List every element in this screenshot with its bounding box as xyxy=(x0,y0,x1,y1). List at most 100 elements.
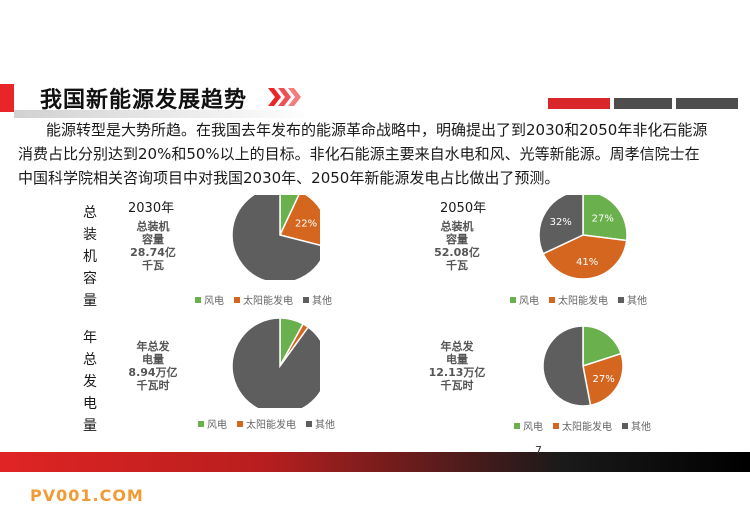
row-label-char: 发 xyxy=(83,374,97,390)
pie-data-label: 27% xyxy=(593,374,615,385)
legend-item-solar: 太阳能发电 xyxy=(553,418,612,433)
pie-slice-wind xyxy=(582,195,628,242)
pie-chart-generation-2030 xyxy=(200,318,320,408)
pie-chart-capacity-2050: 27% 41% 32% xyxy=(535,195,635,285)
legend-item-other: 其他 xyxy=(622,418,651,433)
year-label: 2050年 xyxy=(440,201,487,216)
legend-item-solar: 太阳能发电 xyxy=(234,292,293,307)
chart-center-label: 总装机 容量 28.74亿 千瓦 xyxy=(118,220,188,272)
legend-label: 太阳能发电 xyxy=(246,420,296,431)
pie-slice-other xyxy=(231,195,320,280)
legend-item-wind: 风电 xyxy=(514,418,543,433)
legend-swatch xyxy=(549,296,555,303)
legend-swatch xyxy=(622,422,628,429)
legend-label: 风电 xyxy=(519,296,539,307)
title-accent-bar xyxy=(0,84,14,112)
center-label-line: 总装机 xyxy=(440,220,474,233)
center-label-line: 电量 xyxy=(142,353,164,366)
legend-swatch xyxy=(303,296,309,303)
header-tab-gray xyxy=(676,98,738,109)
legend-label: 其他 xyxy=(631,422,651,433)
center-label-line: 容量 xyxy=(446,233,468,246)
legend-swatch xyxy=(195,296,201,303)
legend-swatch xyxy=(306,420,312,427)
chevron-arrows-icon xyxy=(268,88,301,106)
chart-center-label: 总装机 容量 52.08亿 千瓦 xyxy=(422,220,492,272)
chart-legend: 风电 太阳能发电 其他 xyxy=(198,416,335,431)
page-title: 我国新能源发展趋势 xyxy=(40,88,248,113)
legend-label: 其他 xyxy=(312,296,332,307)
paragraph-line: 中国科学院相关咨询项目中对我国2030年、2050年新能源发电占比做出了预测。 xyxy=(18,169,560,187)
chart-legend: 风电 太阳能发电 其他 xyxy=(510,292,647,307)
year-label: 2030年 xyxy=(128,201,175,216)
header-tab-red xyxy=(548,98,610,109)
footer-bar xyxy=(0,452,750,472)
legend-item-other: 其他 xyxy=(618,292,647,307)
pie-svg: 27% 41% 32% xyxy=(538,195,628,280)
legend-label: 太阳能发电 xyxy=(243,296,293,307)
intro-paragraph: 能源转型是大势所趋。在我国去年发布的能源革命战略中，明确提出了到2030和205… xyxy=(18,118,738,190)
watermark: PV001.COM xyxy=(30,486,144,505)
legend-label: 太阳能发电 xyxy=(562,422,612,433)
chart-legend: 风电 太阳能发电 其他 xyxy=(514,418,651,433)
legend-label: 风电 xyxy=(523,422,543,433)
legend-swatch xyxy=(514,422,520,429)
pie-data-label: 27% xyxy=(592,214,614,225)
center-label-line: 容量 xyxy=(142,233,164,246)
legend-label: 风电 xyxy=(207,420,227,431)
legend-swatch xyxy=(618,296,624,303)
center-label-line: 8.94万亿 xyxy=(128,366,178,379)
row-label-char: 容 xyxy=(83,271,97,287)
pie-slice-other xyxy=(542,325,592,407)
row-label-char: 年 xyxy=(83,330,97,346)
legend-item-other: 其他 xyxy=(303,292,332,307)
center-label-line: 电量 xyxy=(446,353,468,366)
chart-center-label: 年总发 电量 12.13万亿 千瓦时 xyxy=(422,340,492,392)
legend-item-other: 其他 xyxy=(306,416,335,431)
chart-legend: 风电 太阳能发电 其他 xyxy=(195,292,332,307)
legend-swatch xyxy=(237,420,243,427)
legend-item-wind: 风电 xyxy=(195,292,224,307)
pie-slice-solar xyxy=(582,352,624,407)
legend-swatch xyxy=(234,296,240,303)
row-label-char: 总 xyxy=(83,205,97,221)
title-underline-shadow xyxy=(14,110,314,118)
legend-swatch xyxy=(553,422,559,429)
row-label-capacity: 总装机容量 xyxy=(80,202,100,312)
header-tab-gray xyxy=(614,98,672,109)
row-label-char: 量 xyxy=(83,418,97,434)
center-label-line: 总装机 xyxy=(136,220,170,233)
pie-svg: 27% xyxy=(542,325,624,407)
legend-label: 其他 xyxy=(315,420,335,431)
legend-item-solar: 太阳能发电 xyxy=(237,416,296,431)
legend-item-solar: 太阳能发电 xyxy=(549,292,608,307)
center-label-line: 千瓦 xyxy=(446,259,468,272)
center-label-line: 52.08亿 xyxy=(434,246,480,259)
page-number: 7 xyxy=(535,444,542,457)
title-bar: 我国新能源发展趋势 xyxy=(0,80,750,118)
pie-svg xyxy=(231,318,320,408)
legend-label: 风电 xyxy=(204,296,224,307)
pie-chart-generation-2050: 27% xyxy=(535,318,635,408)
row-label-char: 电 xyxy=(83,396,97,412)
pie-data-label: 22% xyxy=(295,219,317,230)
row-label-char: 总 xyxy=(83,352,97,368)
pie-slice-solar xyxy=(542,234,628,280)
legend-swatch xyxy=(198,420,204,427)
center-label-line: 年总发 xyxy=(440,340,474,353)
row-label-char: 装 xyxy=(83,227,97,243)
pie-slice-solar xyxy=(278,195,320,247)
pie-data-label: 41% xyxy=(576,257,598,268)
pie-slice-other xyxy=(538,195,584,255)
center-label-line: 年总发 xyxy=(136,340,170,353)
center-label-line: 千瓦时 xyxy=(440,379,474,392)
legend-label: 其他 xyxy=(627,296,647,307)
pie-chart-capacity-2030: 22% xyxy=(200,195,320,280)
row-label-char: 量 xyxy=(83,293,97,309)
center-label-line: 千瓦时 xyxy=(136,379,170,392)
center-label-line: 千瓦 xyxy=(142,259,164,272)
paragraph-line: 消费占比分别达到20%和50%以上的目标。非化石能源主要来自水电和风、光等新能源… xyxy=(18,145,700,163)
legend-swatch xyxy=(510,296,516,303)
pie-slice-other xyxy=(231,318,320,408)
chart-center-label: 年总发 电量 8.94万亿 千瓦时 xyxy=(118,340,188,392)
